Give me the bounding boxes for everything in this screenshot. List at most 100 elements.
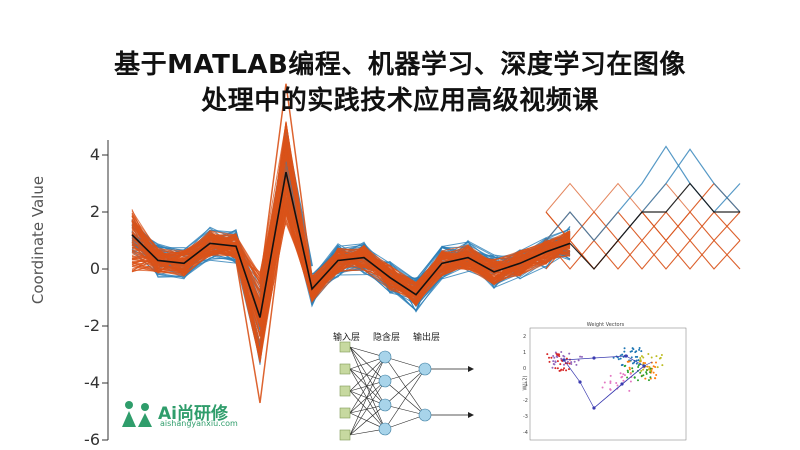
scatter-point bbox=[621, 353, 624, 356]
scatter-point bbox=[568, 362, 571, 365]
scatter-point bbox=[649, 369, 652, 372]
orange-series-line bbox=[131, 130, 571, 342]
scatter-point bbox=[570, 363, 573, 366]
weight-vector-path bbox=[593, 361, 653, 409]
y-tick-label: -4 bbox=[84, 373, 100, 392]
orange-series-line bbox=[131, 148, 571, 312]
weight-vector-node bbox=[624, 354, 628, 358]
scatter-point bbox=[556, 360, 559, 363]
scatter-point bbox=[629, 380, 632, 383]
scatter-point bbox=[628, 389, 631, 392]
scatter-point bbox=[654, 377, 657, 380]
nn-input-node bbox=[339, 363, 351, 375]
nn-edge bbox=[349, 346, 386, 406]
scatter-point bbox=[560, 357, 563, 360]
nn-input-node bbox=[339, 341, 351, 353]
scatter-point bbox=[640, 375, 643, 378]
scatter-point bbox=[660, 353, 663, 356]
scatter-point bbox=[603, 381, 606, 384]
scatter-point bbox=[647, 379, 650, 382]
scatter-point bbox=[616, 384, 619, 387]
nn-hidden-node bbox=[378, 350, 392, 364]
scatter-point bbox=[560, 350, 563, 353]
blue-series-line bbox=[131, 157, 571, 316]
nn-edge bbox=[349, 368, 386, 430]
scatter-point bbox=[619, 372, 622, 375]
scatter-point bbox=[631, 347, 634, 350]
scatter-point bbox=[552, 355, 555, 358]
scatter-point bbox=[548, 356, 551, 359]
logo-domain: aishangyanxiu.com bbox=[160, 419, 238, 428]
y-tick-label: 2 bbox=[89, 202, 100, 221]
nn-hidden-node bbox=[378, 422, 392, 436]
nn-edge bbox=[349, 412, 386, 430]
scatter-point bbox=[559, 369, 562, 372]
nn-edge bbox=[384, 380, 426, 416]
orange-series-line bbox=[131, 152, 571, 314]
nn-edge bbox=[349, 404, 386, 436]
scatter-point bbox=[554, 361, 557, 364]
scatter-point bbox=[646, 365, 649, 368]
orange-series-line bbox=[131, 168, 571, 313]
blue-series-line bbox=[131, 144, 571, 314]
scatter-point bbox=[648, 366, 651, 369]
nn-edge bbox=[384, 368, 426, 406]
nn-edge bbox=[349, 356, 386, 414]
orange-series-line bbox=[259, 83, 313, 284]
scatter-point bbox=[638, 347, 641, 350]
scatter-point bbox=[652, 371, 655, 374]
scatter-point bbox=[642, 356, 645, 359]
scatter-point bbox=[559, 363, 562, 366]
scatter-point bbox=[609, 388, 612, 391]
scatter-point bbox=[649, 367, 652, 370]
scatter-point bbox=[629, 372, 632, 375]
weight-vector-node bbox=[592, 356, 596, 360]
orange-series-line bbox=[131, 138, 571, 328]
nn-edge bbox=[349, 380, 386, 414]
mesh-line bbox=[545, 145, 741, 242]
scatter-point bbox=[621, 375, 624, 378]
scatter-point bbox=[609, 381, 612, 384]
scatter-point bbox=[631, 367, 634, 370]
scatter-point bbox=[619, 357, 622, 360]
scatter-point bbox=[601, 386, 604, 389]
scatter-point bbox=[640, 355, 643, 358]
scatter-point bbox=[621, 363, 624, 366]
orange-series-line bbox=[131, 121, 571, 335]
scatter-point bbox=[546, 353, 549, 356]
page-title-line-1: 基于MATLAB编程、机器学习、深度学习在图像 bbox=[114, 50, 686, 80]
scatter-point bbox=[647, 353, 650, 356]
mean-line bbox=[569, 182, 740, 270]
scatter-point bbox=[563, 355, 566, 358]
scatter-point bbox=[622, 379, 625, 382]
plot-axes bbox=[102, 140, 109, 441]
weight-vector-node bbox=[562, 358, 566, 362]
y-tick-label: -6 bbox=[84, 430, 100, 449]
nn-hidden-node bbox=[378, 398, 392, 412]
nn-edge bbox=[349, 380, 386, 436]
scatter-point bbox=[645, 368, 648, 371]
nn-edge bbox=[349, 368, 386, 406]
scatter-point bbox=[550, 356, 553, 359]
scatter-point bbox=[577, 359, 580, 362]
scatter-y-tick: -4 bbox=[523, 430, 528, 436]
nn-edge bbox=[384, 368, 426, 430]
orange-series-line bbox=[131, 150, 571, 306]
scatter-point bbox=[548, 360, 551, 363]
scatter-point bbox=[626, 376, 629, 379]
nn-edge bbox=[349, 390, 386, 430]
scatter-point bbox=[623, 350, 626, 353]
blue-series-line bbox=[131, 150, 571, 311]
scatter-point bbox=[554, 351, 557, 354]
scatter-point bbox=[644, 362, 647, 365]
mesh-line bbox=[545, 182, 741, 270]
scatter-point bbox=[655, 373, 658, 376]
scatter-point bbox=[635, 362, 638, 365]
scatter-point bbox=[552, 360, 555, 363]
blue-series-line bbox=[131, 143, 571, 308]
orange-series-line bbox=[131, 163, 571, 360]
scatter-point bbox=[654, 361, 657, 364]
scatter-point bbox=[633, 361, 636, 364]
orange-series-line bbox=[131, 126, 571, 323]
scatter-point bbox=[645, 371, 648, 374]
